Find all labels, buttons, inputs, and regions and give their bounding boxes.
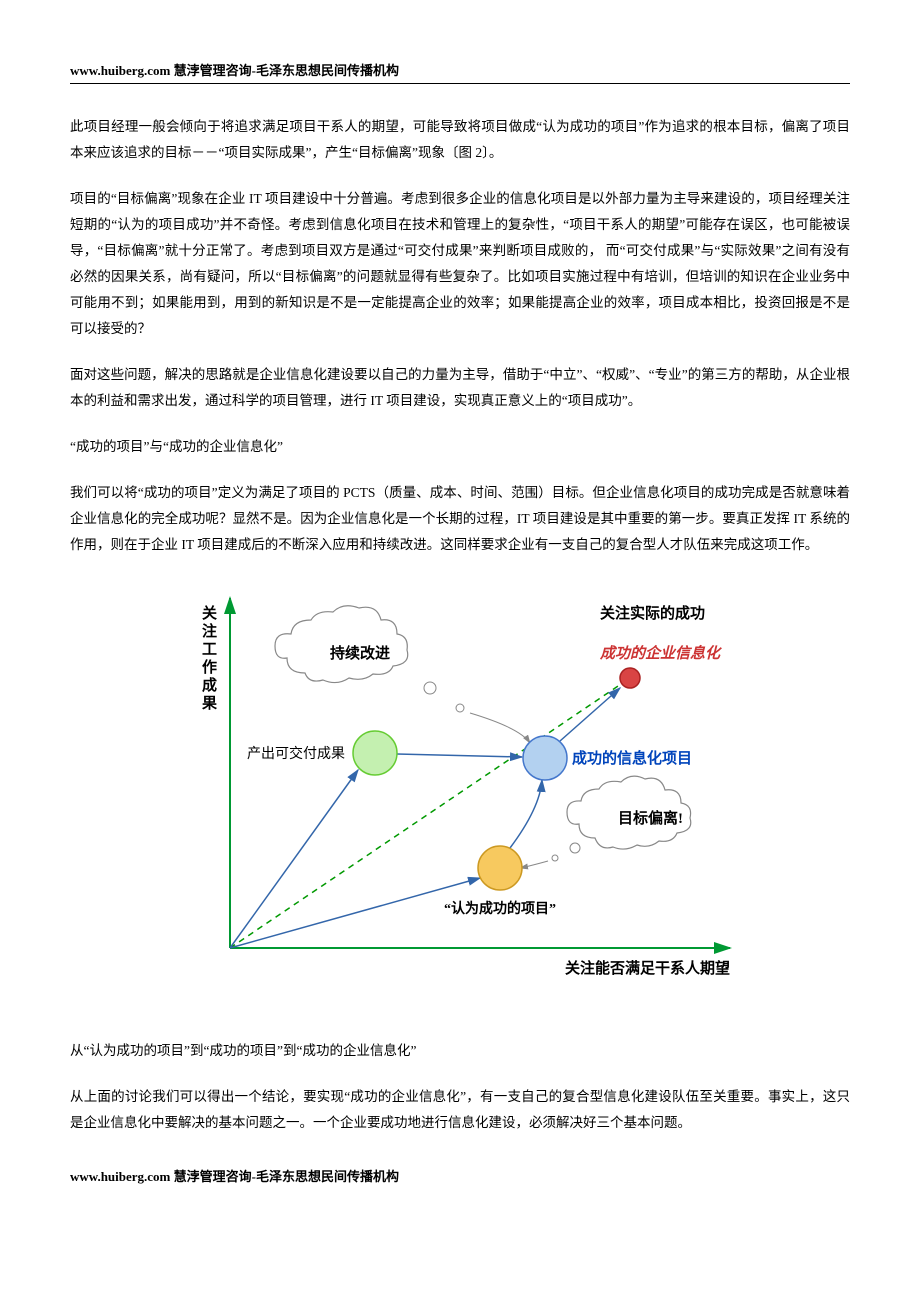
label-orange: “认为成功的项目” [444, 900, 556, 917]
paragraph-3: 面对这些问题，解决的思路就是企业信息化建设要以自己的力量为主导，借助于“中立”、… [70, 362, 850, 414]
paragraph-2: 项目的“目标偏离”现象在企业 IT 项目建设中十分普遍。考虑到很多企业的信息化项… [70, 186, 850, 342]
cloud-improve-tail-1 [424, 682, 436, 694]
edge-green-blue [397, 754, 522, 757]
paragraph-7: 从上面的讨论我们可以得出一个结论，要实现“成功的企业信息化”，有一支自己的复合型… [70, 1084, 850, 1136]
edge-origin-orange [230, 878, 480, 948]
cloud-deviate-text: 目标偏离! [618, 809, 683, 827]
node-red [620, 668, 640, 688]
cloud-improve-tail-2 [456, 704, 464, 712]
edge-blue-red [560, 688, 620, 741]
x-axis-label: 关注能否满足干系人期望 [565, 959, 730, 977]
label-red: 成功的企业信息化 [599, 644, 722, 662]
paragraph-6: 从“认为成功的项目”到“成功的项目”到“成功的企业信息化” [70, 1038, 850, 1064]
document-page: www.huiberg.com 慧浡管理咨询-毛泽东思想民间传播机构 此项目经理… [0, 0, 920, 1225]
page-header: www.huiberg.com 慧浡管理咨询-毛泽东思想民间传播机构 [70, 60, 850, 84]
node-green [353, 731, 397, 775]
edge-orange-blue [510, 780, 542, 848]
cloud-improve-text: 持续改进 [330, 644, 390, 662]
paragraph-1: 此项目经理一般会倾向于将追求满足项目干系人的期望，可能导致将项目做成“认为成功的… [70, 114, 850, 166]
goal-deviation-diagram: 关 注 工 作 成 果 持续改进 [170, 578, 750, 998]
cloud-improve-arrow [470, 713, 530, 743]
page-footer: www.huiberg.com 慧浡管理咨询-毛泽东思想民间传播机构 [70, 1166, 850, 1185]
node-orange [478, 846, 522, 890]
cloud-deviate-tail-1 [570, 843, 580, 853]
cloud-deviate-arrow [520, 861, 548, 868]
label-blue: 成功的信息化项目 [572, 749, 692, 767]
paragraph-4: “成功的项目”与“成功的企业信息化” [70, 434, 850, 460]
label-green: 产出可交付成果 [247, 745, 345, 762]
label-top-right: 关注实际的成功 [600, 604, 705, 622]
cloud-deviate-tail-2 [552, 855, 558, 861]
y-axis-label: 关 注 工 作 成 果 [201, 604, 221, 712]
node-blue [523, 736, 567, 780]
edge-origin-green [230, 770, 358, 948]
paragraph-5: 我们可以将“成功的项目”定义为满足了项目的 PCTS（质量、成本、时间、范围）目… [70, 480, 850, 558]
cloud-improve [275, 606, 408, 683]
